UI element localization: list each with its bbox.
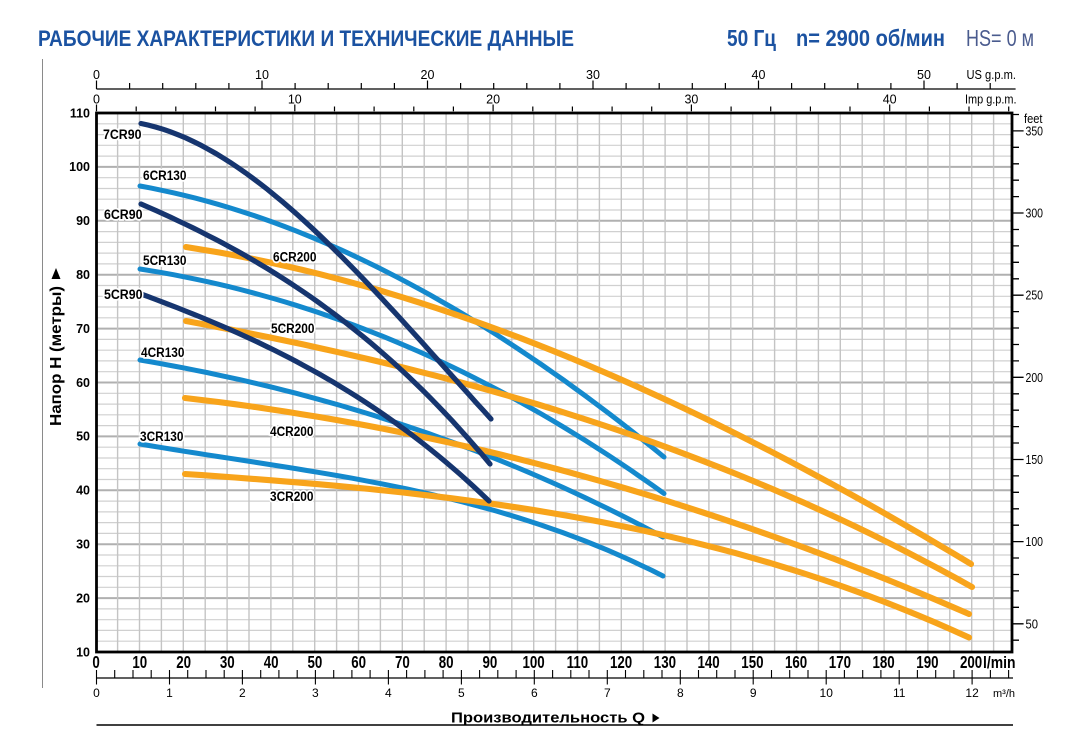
svg-text:350: 350	[1026, 124, 1044, 138]
svg-text:7: 7	[604, 686, 611, 700]
svg-text:3: 3	[312, 686, 319, 700]
svg-text:50: 50	[917, 68, 931, 82]
svg-text:12: 12	[965, 686, 979, 700]
svg-text:5CR130: 5CR130	[143, 253, 187, 268]
svg-text:4CR130: 4CR130	[141, 345, 185, 360]
svg-text:20: 20	[486, 93, 500, 107]
svg-text:РАБОЧИЕ ХАРАКТЕРИСТИКИ И ТЕХНИ: РАБОЧИЕ ХАРАКТЕРИСТИКИ И ТЕХНИЧЕСКИЕ ДАН…	[38, 26, 574, 51]
svg-text:40: 40	[76, 484, 90, 498]
svg-text:100: 100	[1026, 535, 1044, 549]
svg-text:3CR130: 3CR130	[140, 429, 184, 444]
svg-text:HS= 0 м: HS= 0 м	[966, 25, 1034, 51]
svg-text:5: 5	[458, 686, 465, 700]
svg-text:180: 180	[872, 653, 894, 672]
svg-text:7CR90: 7CR90	[103, 127, 142, 142]
svg-text:4CR200: 4CR200	[270, 424, 314, 439]
svg-text:150: 150	[741, 653, 763, 672]
svg-text:110: 110	[567, 653, 589, 672]
svg-text:80: 80	[76, 268, 90, 282]
svg-text:20: 20	[421, 68, 435, 82]
svg-text:11: 11	[893, 686, 906, 700]
svg-text:30: 30	[220, 653, 235, 672]
svg-text:9: 9	[750, 686, 757, 700]
svg-text:60: 60	[351, 653, 366, 672]
svg-text:n= 2900 об/мин: n= 2900 об/мин	[796, 25, 945, 51]
svg-text:110: 110	[70, 106, 90, 120]
svg-text:90: 90	[76, 214, 90, 228]
svg-text:10: 10	[820, 686, 834, 700]
svg-text:6CR90: 6CR90	[104, 207, 143, 222]
svg-text:0: 0	[93, 93, 100, 107]
svg-text:160: 160	[785, 653, 807, 672]
svg-text:2: 2	[239, 686, 246, 700]
svg-text:0: 0	[92, 653, 100, 672]
svg-text:4: 4	[385, 686, 392, 700]
svg-text:Производительность Q: Производительность Q	[451, 710, 645, 727]
svg-text:6: 6	[531, 686, 538, 700]
svg-text:40: 40	[264, 653, 279, 672]
svg-text:50: 50	[307, 653, 322, 672]
svg-text:10: 10	[288, 93, 302, 107]
svg-text:Imp g.p.m.: Imp g.p.m.	[965, 93, 1017, 107]
svg-text:30: 30	[76, 538, 90, 552]
svg-text:150: 150	[1026, 453, 1044, 467]
svg-text:190: 190	[916, 653, 938, 672]
svg-text:70: 70	[395, 653, 410, 672]
svg-text:90: 90	[482, 653, 497, 672]
svg-text:200: 200	[1026, 371, 1044, 385]
svg-text:140: 140	[697, 653, 719, 672]
svg-text:6CR130: 6CR130	[143, 168, 187, 183]
svg-text:100: 100	[522, 653, 544, 672]
svg-text:20: 20	[76, 591, 90, 605]
svg-text:130: 130	[654, 653, 676, 672]
svg-text:l/min: l/min	[983, 653, 1016, 672]
svg-text:20: 20	[176, 653, 191, 672]
svg-text:10: 10	[132, 653, 147, 672]
svg-text:30: 30	[586, 68, 600, 82]
svg-text:100: 100	[69, 160, 90, 174]
svg-text:US g.p.m.: US g.p.m.	[967, 68, 1017, 82]
svg-text:m³/h: m³/h	[993, 688, 1015, 700]
svg-text:40: 40	[883, 93, 897, 107]
svg-text:200: 200	[960, 653, 982, 672]
svg-text:30: 30	[684, 93, 698, 107]
svg-text:50: 50	[1026, 617, 1039, 631]
svg-text:70: 70	[76, 322, 90, 336]
svg-text:50 Гц: 50 Гц	[727, 25, 776, 51]
svg-text:1: 1	[166, 686, 173, 700]
svg-text:300: 300	[1026, 207, 1044, 221]
svg-text:6CR200: 6CR200	[273, 250, 317, 265]
svg-text:Напор H (метры): Напор H (метры)	[48, 286, 65, 426]
svg-text:3CR200: 3CR200	[270, 489, 314, 504]
svg-text:5CR200: 5CR200	[271, 321, 315, 336]
svg-text:50: 50	[76, 430, 90, 444]
svg-text:5CR90: 5CR90	[104, 287, 143, 302]
svg-text:60: 60	[76, 376, 90, 390]
svg-text:250: 250	[1026, 289, 1044, 303]
svg-text:0: 0	[93, 686, 100, 700]
svg-text:80: 80	[439, 653, 454, 672]
svg-text:0: 0	[93, 68, 100, 82]
svg-text:feet: feet	[1024, 112, 1043, 126]
svg-text:170: 170	[829, 653, 851, 672]
svg-text:10: 10	[76, 645, 90, 659]
svg-text:120: 120	[610, 653, 632, 672]
svg-text:10: 10	[255, 68, 269, 82]
svg-text:8: 8	[677, 686, 684, 700]
svg-text:40: 40	[752, 68, 766, 82]
